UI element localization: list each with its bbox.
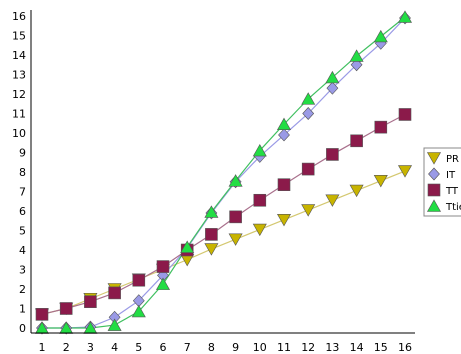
legend-label-ttie: Ttie	[445, 202, 461, 213]
legend-label-it: IT	[446, 170, 456, 181]
y-tick-label: 7	[19, 186, 26, 199]
legend-marker-tt	[427, 183, 441, 197]
y-tick-label: 11	[12, 108, 26, 121]
y-tick-label: 0	[19, 322, 26, 335]
data-point-tt	[108, 286, 121, 300]
data-point-pr	[252, 223, 267, 237]
x-tick-label: 13	[325, 341, 339, 354]
legend-marker-pr	[426, 152, 442, 165]
data-point-ttie	[155, 277, 171, 290]
data-point-tt	[374, 120, 388, 134]
data-point-tt	[229, 210, 242, 224]
x-tick-label: 11	[277, 341, 291, 354]
x-tick-label: 5	[135, 341, 142, 354]
legend-label-pr: PR	[446, 154, 459, 165]
x-tick-label: 12	[301, 341, 315, 354]
legend: PR IT TT Ttie	[423, 147, 461, 217]
data-point-tt	[205, 228, 218, 241]
x-tick-label: 4	[111, 341, 118, 354]
y-tick-label: 8	[19, 166, 26, 179]
x-tick-label: 1	[39, 341, 46, 354]
data-point-ttie	[107, 318, 122, 331]
series-line-tt	[41, 113, 406, 315]
y-tick-label: 15	[12, 30, 26, 43]
data-point-pr	[373, 174, 388, 188]
series-lines	[41, 16, 406, 329]
legend-marker-ttie	[426, 199, 442, 212]
x-tick-label: 15	[374, 341, 388, 354]
legend-label-tt: TT	[445, 186, 459, 197]
data-point-ttie	[373, 29, 388, 43]
data-point-tt	[132, 273, 146, 287]
x-tick-label: 14	[350, 341, 364, 354]
data-point-ttie	[131, 304, 146, 318]
y-tick-label: 3	[19, 264, 26, 277]
x-tick-label: 2	[63, 341, 70, 354]
data-point-tt	[326, 148, 339, 161]
data-point-ttie	[252, 143, 267, 157]
data-point-ttie	[349, 49, 364, 62]
x-tick-label: 8	[208, 341, 215, 354]
data-point-it	[278, 128, 290, 142]
series-markers	[34, 10, 413, 335]
y-tick-label: 6	[19, 205, 26, 218]
data-point-ttie	[180, 240, 195, 253]
data-point-pr	[301, 204, 316, 217]
data-point-tt	[277, 178, 291, 191]
data-point-pr	[325, 194, 340, 207]
y-tick-label: 13	[12, 69, 26, 82]
y-tick-label: 9	[19, 147, 26, 160]
y-tick-label: 12	[12, 88, 26, 101]
x-tick-label: 9	[232, 341, 239, 354]
data-point-pr	[397, 165, 413, 178]
data-point-tt	[156, 260, 170, 273]
x-tick-label: 10	[253, 341, 267, 354]
data-point-ttie	[325, 70, 340, 84]
legend-box	[423, 147, 461, 217]
y-tick-label: 4	[19, 244, 26, 257]
data-point-ttie	[228, 174, 243, 187]
y-tick-label: 10	[12, 127, 26, 140]
x-tick-label: 3	[87, 341, 94, 354]
x-axis-tick-labels: 1 2 3 4 5 6 7 8 9 10 11 12 13 14 15 16	[39, 341, 413, 354]
data-point-tt	[350, 134, 363, 148]
data-point-it	[302, 107, 315, 120]
data-point-pr	[228, 233, 243, 246]
data-point-tt	[35, 308, 49, 321]
data-point-pr	[349, 184, 364, 198]
y-tick-label: 14	[12, 49, 26, 62]
data-point-ttie	[276, 117, 292, 131]
data-point-pr	[204, 243, 219, 256]
y-tick-label: 5	[19, 225, 26, 238]
series-line-pr	[41, 170, 406, 315]
data-point-tt	[59, 302, 73, 315]
data-point-ttie	[397, 10, 413, 23]
series-line-ttie	[42, 16, 406, 329]
data-point-ttie	[301, 92, 316, 105]
x-tick-label: 6	[160, 341, 167, 354]
data-point-pr	[276, 213, 292, 227]
x-tick-label: 16	[398, 341, 412, 354]
y-tick-label: 16	[12, 10, 26, 23]
legend-marker-it	[428, 167, 440, 181]
data-point-tt	[398, 108, 412, 121]
series-line-it	[42, 17, 406, 329]
axes	[30, 10, 415, 334]
data-point-tt	[84, 295, 97, 308]
y-tick-label: 1	[19, 303, 26, 316]
data-point-ttie	[204, 205, 219, 218]
x-tick-label: 7	[184, 341, 191, 354]
data-point-tt	[301, 162, 315, 176]
data-point-tt	[253, 193, 267, 207]
data-point-it	[326, 81, 339, 95]
y-tick-label: 2	[19, 283, 26, 296]
